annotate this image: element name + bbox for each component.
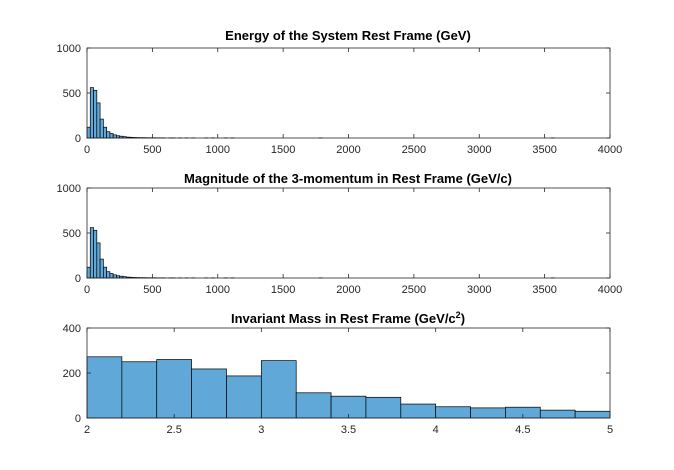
plot-mass-bar-3 [191, 368, 227, 419]
plot-mass-bar-13 [539, 409, 576, 419]
plot-mass-bar-9 [400, 403, 437, 419]
plot-momentum-xtick-label-1: 500 [143, 284, 161, 296]
plot-mass-bars [86, 356, 611, 419]
plot-mass-xtick-label-6: 5 [607, 424, 613, 436]
plot-momentum-xtick-label-8: 4000 [598, 284, 622, 296]
plot-mass-title-suffix: ) [461, 311, 465, 326]
plot-mass-bar-1 [121, 361, 158, 419]
plot-mass-bar-6 [295, 392, 332, 419]
plot-momentum-xtick-label-3: 1500 [271, 284, 295, 296]
plot-mass-xtick-label-1: 2.5 [167, 424, 182, 436]
plot-mass-bar-2 [156, 359, 192, 419]
plot-momentum-ticks: 0 500 1000 1500 2000 2500 3000 3500 4000 0 500 1000 [57, 183, 623, 296]
plot-mass-title-main: Invariant Mass in Rest Frame (GeV/c [231, 311, 456, 326]
plot-mass-bar-4 [226, 375, 262, 419]
plot-momentum-ytick-label-2: 1000 [57, 183, 81, 195]
plot-energy-bar-8 [112, 134, 117, 139]
plot-momentum-bar-2 [93, 229, 98, 279]
plot-momentum-xtick-label-5: 2500 [402, 284, 426, 296]
plot-energy-bar-7 [109, 133, 114, 139]
plot-mass-bar-0 [86, 356, 123, 419]
plot-momentum-bar-1 [89, 227, 94, 279]
plot-energy-bar-6 [106, 131, 111, 139]
plot-energy-ytick-label-1: 500 [63, 88, 81, 100]
plot-mass-xtick-label-4: 4 [433, 424, 439, 436]
plot-momentum-axes [86, 187, 611, 279]
plot-energy-xtick-label-3: 1500 [271, 144, 295, 156]
plot-momentum-xtick-label-7: 3500 [532, 284, 556, 296]
plot-mass-bar-8 [365, 396, 402, 419]
plot-momentum-bar-7 [109, 273, 114, 279]
plot-momentum-xtick-label-2: 1000 [206, 284, 230, 296]
plot-mass-xtick-label-0: 2 [84, 424, 90, 436]
plot-energy-xtick-label-2: 1000 [206, 144, 230, 156]
plot-mass-ytick-label-2: 400 [63, 323, 81, 335]
plot-energy-bar-5 [102, 126, 107, 139]
plot-energy-xtick-label-0: 0 [84, 144, 90, 156]
plot-momentum: Magnitude of the 3-momentum in Rest Fram… [57, 171, 623, 296]
plot-momentum-xtick-label-4: 2000 [336, 284, 360, 296]
plot-mass-bar-11 [470, 407, 506, 419]
plot-momentum-bar-6 [106, 271, 111, 279]
plot-energy-bar-0 [86, 126, 91, 139]
plot-momentum-bar-4 [99, 258, 104, 279]
plot-mass-ytick-label-0: 0 [75, 413, 81, 425]
plot-energy-ytick-label-2: 1000 [57, 43, 81, 55]
plot-energy-xtick-label-5: 2500 [402, 144, 426, 156]
plot-energy-bar-2 [93, 89, 98, 139]
plot-energy: Energy of the System Rest Frame (GeV) 0 5… [57, 28, 623, 156]
plot-energy-xtick-label-8: 4000 [598, 144, 622, 156]
plot-energy-xtick-label-7: 3500 [532, 144, 556, 156]
plot-momentum-title: Magnitude of the 3-momentum in Rest Fram… [184, 171, 512, 186]
plot-mass-bar-5 [260, 360, 297, 419]
plot-momentum-bars [86, 227, 555, 279]
plot-mass-ticks: 2 2.5 3 3.5 4 4.5 5 0 200 400 [63, 323, 613, 436]
plot-energy-ticks: 0 500 1000 1500 2000 2500 3000 3500 4000 0 500 1000 [57, 43, 623, 156]
plot-mass-xtick-label-2: 3 [258, 424, 264, 436]
plot-mass-title: Invariant Mass in Rest Frame (GeV/c2) [231, 310, 465, 326]
plot-momentum-bar-5 [102, 266, 107, 279]
plot-energy-bar-4 [99, 118, 104, 139]
plot-momentum-ytick-label-0: 0 [75, 273, 81, 285]
plot-mass-xtick-label-5: 4.5 [515, 424, 530, 436]
plot-mass-bar-10 [435, 406, 471, 419]
plot-energy-title: Energy of the System Rest Frame (GeV) [225, 28, 471, 43]
plot-energy-xtick-label-6: 3000 [467, 144, 491, 156]
plot-energy-xtick-label-1: 500 [143, 144, 161, 156]
plot-momentum-bar-8 [112, 274, 117, 279]
plot-energy-bar-1 [89, 87, 94, 139]
plot-mass-bar-14 [574, 410, 611, 419]
plot-momentum-bar-0 [86, 266, 91, 279]
plot-mass-title-superscript: 2 [456, 310, 461, 320]
plot-momentum-xtick-label-0: 0 [84, 284, 90, 296]
plot-energy-bar-3 [96, 102, 101, 139]
plot-energy-axes [86, 47, 611, 139]
plot-momentum-bar-3 [96, 242, 101, 279]
plot-energy-xtick-label-4: 2000 [336, 144, 360, 156]
plot-energy-bars [86, 87, 555, 139]
plot-mass-xtick-label-3: 3.5 [341, 424, 356, 436]
plot-mass-ytick-label-1: 200 [63, 368, 81, 380]
plot-energy-ytick-label-0: 0 [75, 133, 81, 145]
plot-momentum-ytick-label-1: 500 [63, 228, 81, 240]
plot-momentum-xtick-label-6: 3000 [467, 284, 491, 296]
